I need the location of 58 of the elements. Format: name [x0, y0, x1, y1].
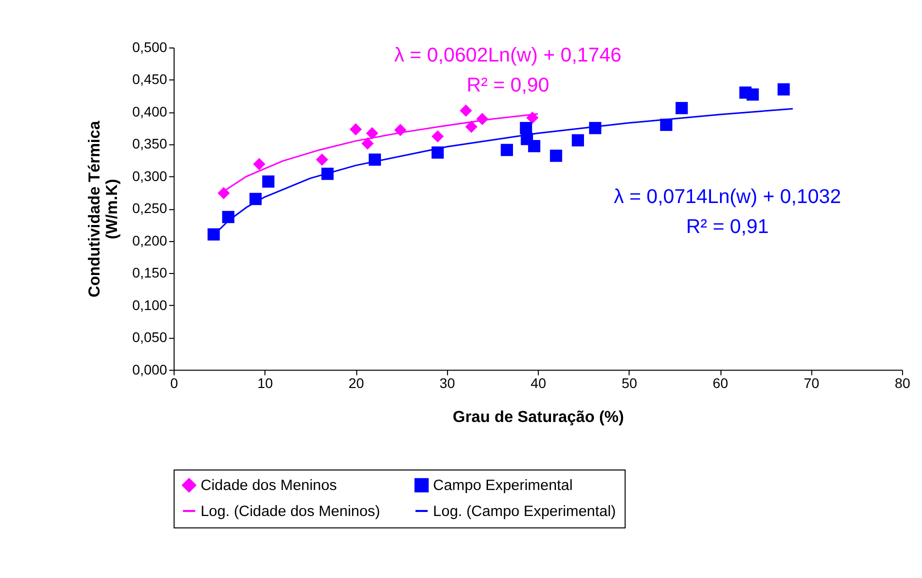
annotation: R² = 0,91 [686, 216, 769, 238]
point [361, 137, 374, 150]
y-tick-label: 0,300 [132, 168, 168, 184]
point [746, 88, 759, 101]
point [476, 112, 488, 126]
point [500, 144, 513, 156]
point [432, 146, 444, 159]
y-tick-label: 0,100 [132, 296, 168, 313]
x-tick-label: 70 [804, 375, 820, 392]
point [253, 158, 266, 170]
point [218, 187, 230, 200]
x-tick-label: 20 [348, 375, 364, 392]
y-axis-title: Condutividade Térmica (W/m.K) [86, 120, 122, 298]
point [778, 83, 790, 96]
point [321, 168, 334, 180]
point [660, 118, 672, 131]
y-tick-label: 0,500 [132, 38, 168, 55]
y-tick-label: 0,150 [132, 264, 168, 281]
y-tick-label: 0,250 [132, 200, 168, 216]
legend-label: Log. (Cidade dos Meninos) [200, 502, 380, 520]
point [208, 228, 220, 241]
x-axis-title: Grau de Saturação (%) [452, 409, 624, 426]
point [676, 102, 688, 114]
y-tick-label: 0,000 [132, 361, 168, 378]
y-tick-label: 0,200 [132, 232, 168, 248]
point [222, 210, 234, 224]
point [528, 140, 540, 152]
x-tick-label: 30 [440, 375, 456, 392]
y-tick-label: 0,350 [132, 136, 168, 152]
point [368, 154, 381, 166]
annotation: λ = 0,0714Ln(w) + 0,1032 [614, 186, 842, 208]
x-tick-label: 10 [257, 375, 274, 392]
x-tick-label: 60 [712, 375, 728, 392]
legend-label: Cidade dos Meninos [200, 477, 337, 494]
point [394, 124, 406, 136]
x-tick-label: 0 [170, 375, 178, 392]
y-tick-label: 0,050 [132, 329, 168, 346]
point [249, 192, 262, 206]
y-tick-label: 0,450 [132, 71, 168, 88]
point [262, 175, 274, 188]
point [465, 120, 478, 133]
point [316, 154, 328, 166]
point [572, 134, 584, 146]
point [350, 123, 362, 136]
point [366, 127, 378, 140]
legend-label: Log. (Campo Experimental) [433, 502, 616, 520]
point [432, 130, 444, 143]
x-tick-label: 40 [530, 375, 546, 392]
x-tick-label: 80 [894, 375, 911, 392]
x-tick-label: 50 [622, 375, 638, 392]
point [460, 104, 472, 117]
point [589, 122, 602, 134]
legend-label: Campo Experimental [433, 477, 573, 494]
point [550, 150, 562, 162]
point [526, 112, 538, 124]
annotation: λ = 0,0602Ln(w) + 0,1746 [394, 44, 622, 66]
annotation: R² = 0,90 [466, 74, 550, 96]
y-tick-label: 0,400 [132, 103, 168, 120]
